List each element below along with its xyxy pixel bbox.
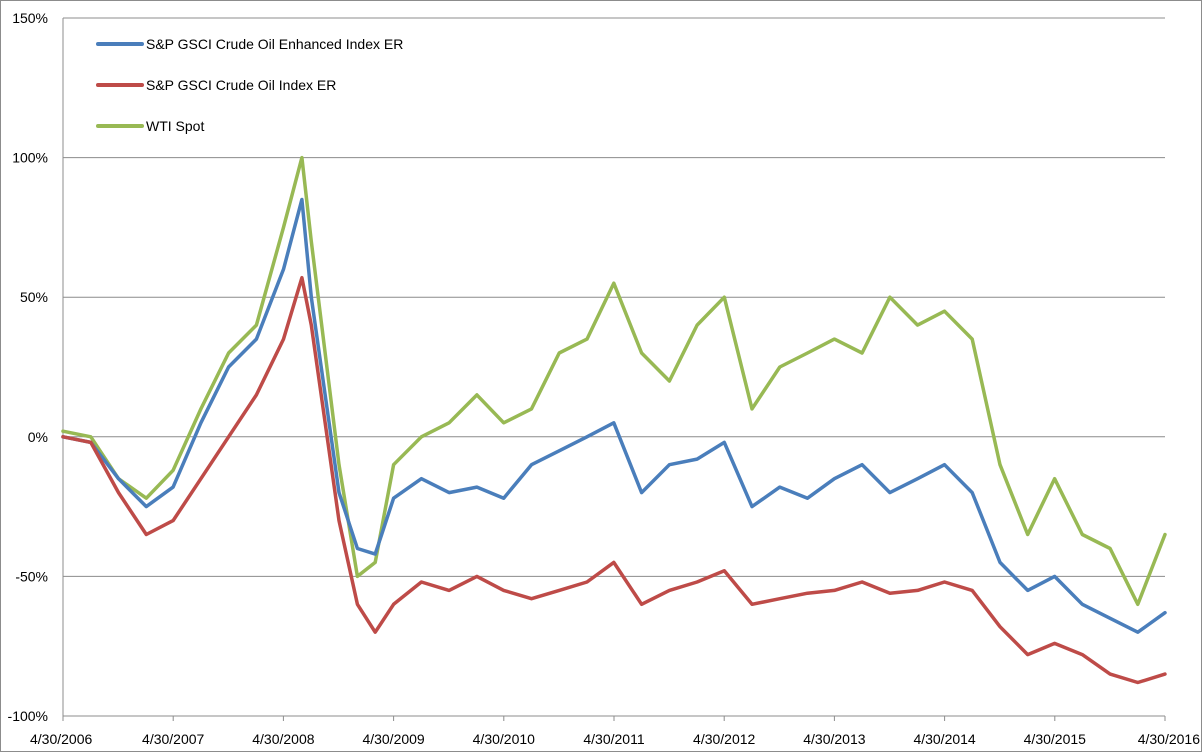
- x-tick-label: 4/30/2016: [1138, 731, 1200, 747]
- x-tick-label: 4/30/2010: [473, 731, 535, 747]
- x-tick-label: 4/30/2014: [913, 731, 975, 747]
- x-tick-label: 4/30/2011: [583, 731, 644, 747]
- x-tick-label: 4/30/2008: [252, 731, 314, 747]
- x-axis-ticks: 4/30/2006 4/30/2007 4/30/2008 4/30/2009 4/30…: [30, 716, 1200, 747]
- y-tick-label: 100%: [12, 150, 48, 166]
- y-tick-label: -50%: [15, 568, 48, 584]
- x-tick-label: 4/30/2006: [30, 731, 92, 747]
- legend-label: S&P GSCI Crude Oil Index ER: [146, 77, 336, 93]
- x-tick-label: 4/30/2012: [693, 731, 755, 747]
- x-tick-label: 4/30/2013: [803, 731, 865, 747]
- legend-label: S&P GSCI Crude Oil Enhanced Index ER: [146, 36, 403, 52]
- y-tick-label: -100%: [8, 708, 48, 724]
- series-line-2: [61, 155, 1167, 607]
- y-axis-ticks: 150% 100% 50% 0% -50% -100%: [8, 10, 48, 724]
- y-tick-label: 50%: [20, 289, 48, 305]
- legend-label: WTI Spot: [146, 118, 204, 134]
- x-tick-label: 4/30/2015: [1024, 731, 1086, 747]
- series-line-1: [61, 275, 1167, 685]
- x-tick-label: 4/30/2007: [142, 731, 204, 747]
- y-tick-label: 0%: [28, 429, 48, 445]
- x-tick-label: 4/30/2009: [362, 731, 424, 747]
- y-tick-label: 150%: [12, 10, 48, 26]
- series-layer: [61, 155, 1167, 685]
- series-line-0: [61, 197, 1167, 634]
- legend: S&P GSCI Crude Oil Enhanced Index ER S&P …: [96, 36, 403, 134]
